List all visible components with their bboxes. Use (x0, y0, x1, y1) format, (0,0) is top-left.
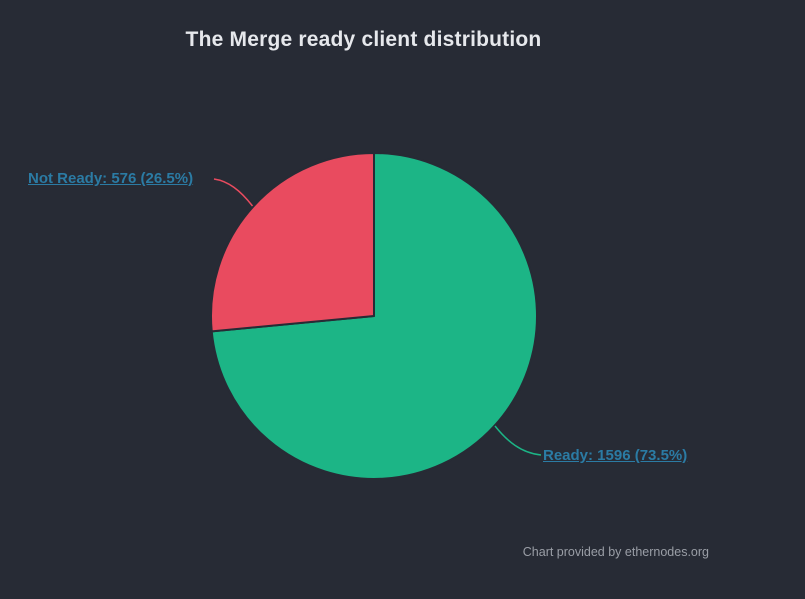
connector-line-ready (494, 425, 542, 456)
pie-slices-group (210, 152, 538, 480)
pie-slice-not-ready[interactable] (210, 152, 375, 333)
connector-line-not-ready (213, 178, 254, 207)
chart-title: The Merge ready client distribution (185, 28, 542, 51)
credits-link[interactable]: Chart provided by ethernodes.org (522, 545, 709, 559)
data-label-not-ready[interactable]: Not Ready: 576 (26.5%) (28, 170, 194, 187)
data-label-ready[interactable]: Ready: 1596 (73.5%) (543, 447, 688, 464)
